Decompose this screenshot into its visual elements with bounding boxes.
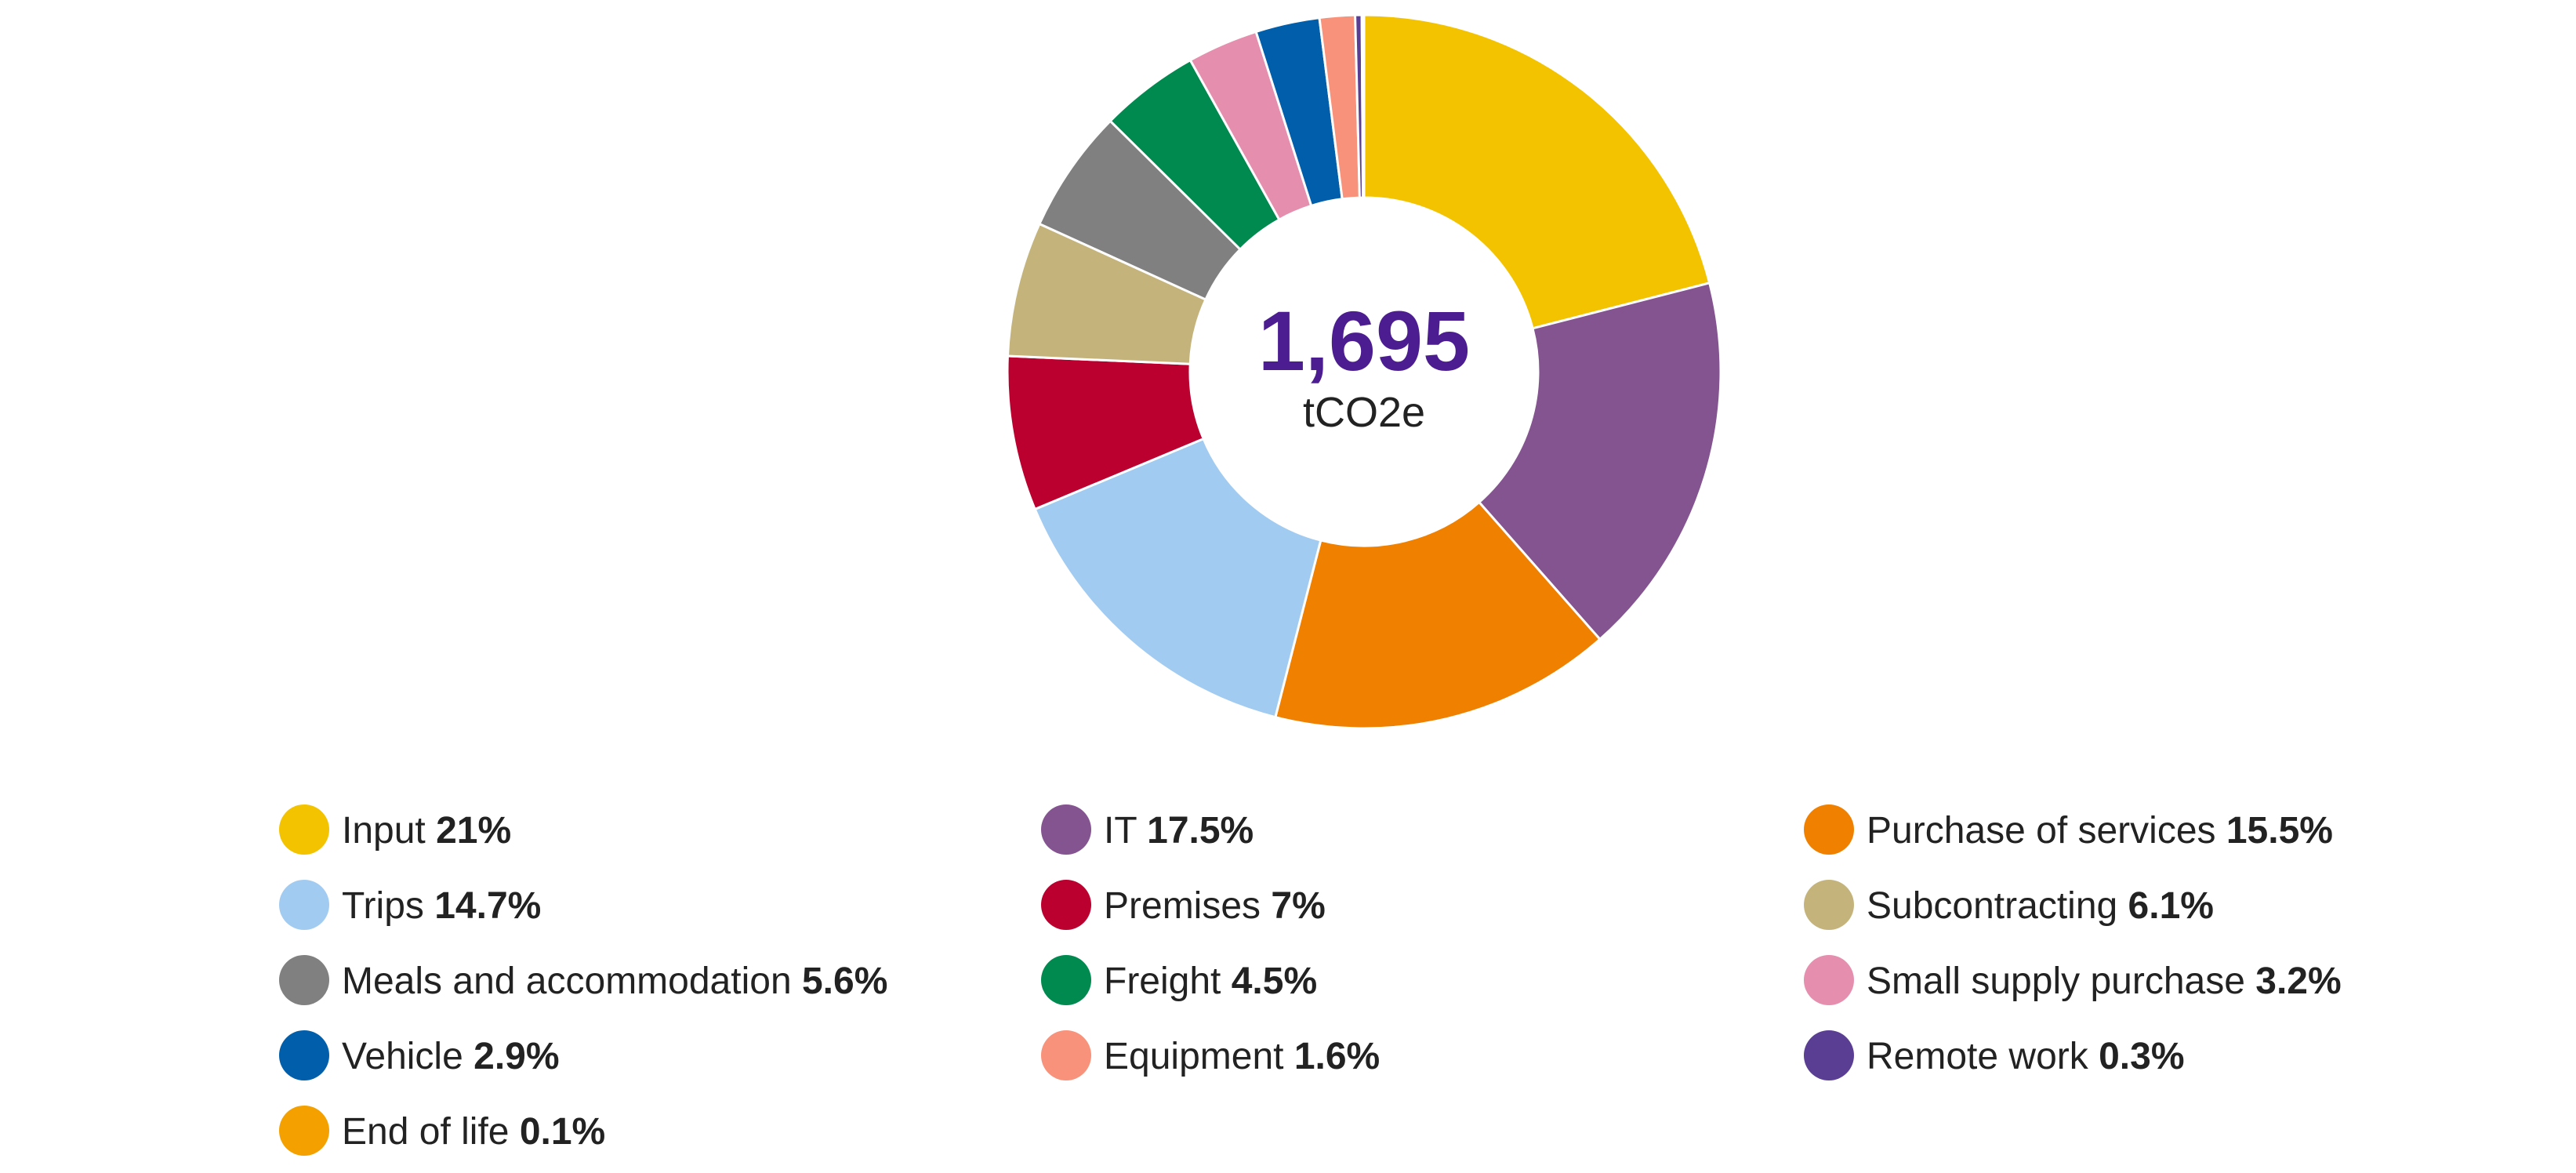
legend-category-text: Vehicle xyxy=(342,1036,473,1077)
legend-category-text: Input xyxy=(342,810,436,852)
legend-label-meals-and-accommodation: Meals and accommodation 5.6% xyxy=(342,961,887,1002)
legend-percent-text: 6.1% xyxy=(2128,885,2214,927)
legend-label-trips: Trips 14.7% xyxy=(342,885,541,927)
legend-category-text: Remote work xyxy=(1867,1036,2099,1077)
legend-label-subcontracting: Subcontracting 6.1% xyxy=(1867,885,2214,927)
legend-item-purchase-of-services: Purchase of services 15.5% xyxy=(1804,804,2333,855)
legend-marker-equipment xyxy=(1041,1030,1091,1080)
legend-item-meals-and-accommodation: Meals and accommodation 5.6% xyxy=(279,955,887,1005)
legend-percent-text: 2.9% xyxy=(473,1036,559,1077)
legend-category-text: Trips xyxy=(342,885,434,927)
legend-item-input: Input 21% xyxy=(279,804,511,855)
legend-label-small-supply-purchase: Small supply purchase 3.2% xyxy=(1867,961,2342,1002)
legend-item-premises: Premises 7% xyxy=(1041,880,1326,930)
legend-marker-it xyxy=(1041,804,1091,855)
legend-label-premises: Premises 7% xyxy=(1104,885,1326,927)
legend-item-remote-work: Remote work 0.3% xyxy=(1804,1030,2185,1080)
legend-marker-trips xyxy=(279,880,329,930)
legend-category-text: Purchase of services xyxy=(1867,810,2226,852)
legend-marker-premises xyxy=(1041,880,1091,930)
legend-percent-text: 15.5% xyxy=(2226,810,2333,852)
legend-label-it: IT 17.5% xyxy=(1104,810,1254,852)
legend-label-freight: Freight 4.5% xyxy=(1104,961,1317,1002)
legend-label-equipment: Equipment 1.6% xyxy=(1104,1036,1380,1077)
legend-percent-text: 0.1% xyxy=(520,1111,605,1153)
legend-marker-small-supply-purchase xyxy=(1804,955,1854,1005)
legend-percent-text: 7% xyxy=(1271,885,1325,927)
donut-slices xyxy=(1006,13,1722,730)
legend-percent-text: 0.3% xyxy=(2099,1036,2184,1077)
legend-percent-text: 21% xyxy=(436,810,511,852)
legend-category-text: Meals and accommodation xyxy=(342,961,802,1002)
legend-item-trips: Trips 14.7% xyxy=(279,880,541,930)
legend-marker-input xyxy=(279,804,329,855)
legend-label-input: Input 21% xyxy=(342,810,511,852)
legend-marker-freight xyxy=(1041,955,1091,1005)
legend-category-text: Equipment xyxy=(1104,1036,1294,1077)
legend-marker-end-of-life xyxy=(279,1106,329,1156)
legend-marker-meals-and-accommodation xyxy=(279,955,329,1005)
legend-item-it: IT 17.5% xyxy=(1041,804,1254,855)
legend-marker-vehicle xyxy=(279,1030,329,1080)
legend-item-small-supply-purchase: Small supply purchase 3.2% xyxy=(1804,955,2342,1005)
legend-category-text: Subcontracting xyxy=(1867,885,2128,927)
legend-marker-purchase-of-services xyxy=(1804,804,1854,855)
legend-category-text: Small supply purchase xyxy=(1867,961,2255,1002)
legend-category-text: End of life xyxy=(342,1111,520,1153)
donut-hole xyxy=(1190,198,1538,546)
legend-percent-text: 14.7% xyxy=(434,885,541,927)
legend-percent-text: 1.6% xyxy=(1294,1036,1380,1077)
center-total-value: 1,695 xyxy=(1258,293,1470,388)
legend: Input 21% IT 17.5% Purchase of services 15… xyxy=(279,804,2342,1156)
legend-percent-text: 5.6% xyxy=(802,961,887,1002)
legend-category-text: Premises xyxy=(1104,885,1271,927)
legend-label-end-of-life: End of life 0.1% xyxy=(342,1111,605,1153)
legend-marker-remote-work xyxy=(1804,1030,1854,1080)
center-unit-label: tCO2e xyxy=(1303,389,1425,436)
legend-marker-subcontracting xyxy=(1804,880,1854,930)
legend-percent-text: 17.5% xyxy=(1147,810,1254,852)
legend-label-vehicle: Vehicle 2.9% xyxy=(342,1036,560,1077)
legend-category-text: IT xyxy=(1104,810,1147,852)
legend-item-vehicle: Vehicle 2.9% xyxy=(279,1030,560,1080)
legend-item-freight: Freight 4.5% xyxy=(1041,955,1317,1005)
legend-category-text: Freight xyxy=(1104,961,1232,1002)
legend-item-end-of-life: End of life 0.1% xyxy=(279,1106,605,1156)
legend-label-purchase-of-services: Purchase of services 15.5% xyxy=(1867,810,2333,852)
legend-label-remote-work: Remote work 0.3% xyxy=(1867,1036,2185,1077)
legend-percent-text: 4.5% xyxy=(1232,961,1317,1002)
legend-item-equipment: Equipment 1.6% xyxy=(1041,1030,1380,1080)
slice-end-of-life xyxy=(1360,13,1366,199)
legend-percent-text: 3.2% xyxy=(2255,961,2341,1002)
legend-item-subcontracting: Subcontracting 6.1% xyxy=(1804,880,2214,930)
